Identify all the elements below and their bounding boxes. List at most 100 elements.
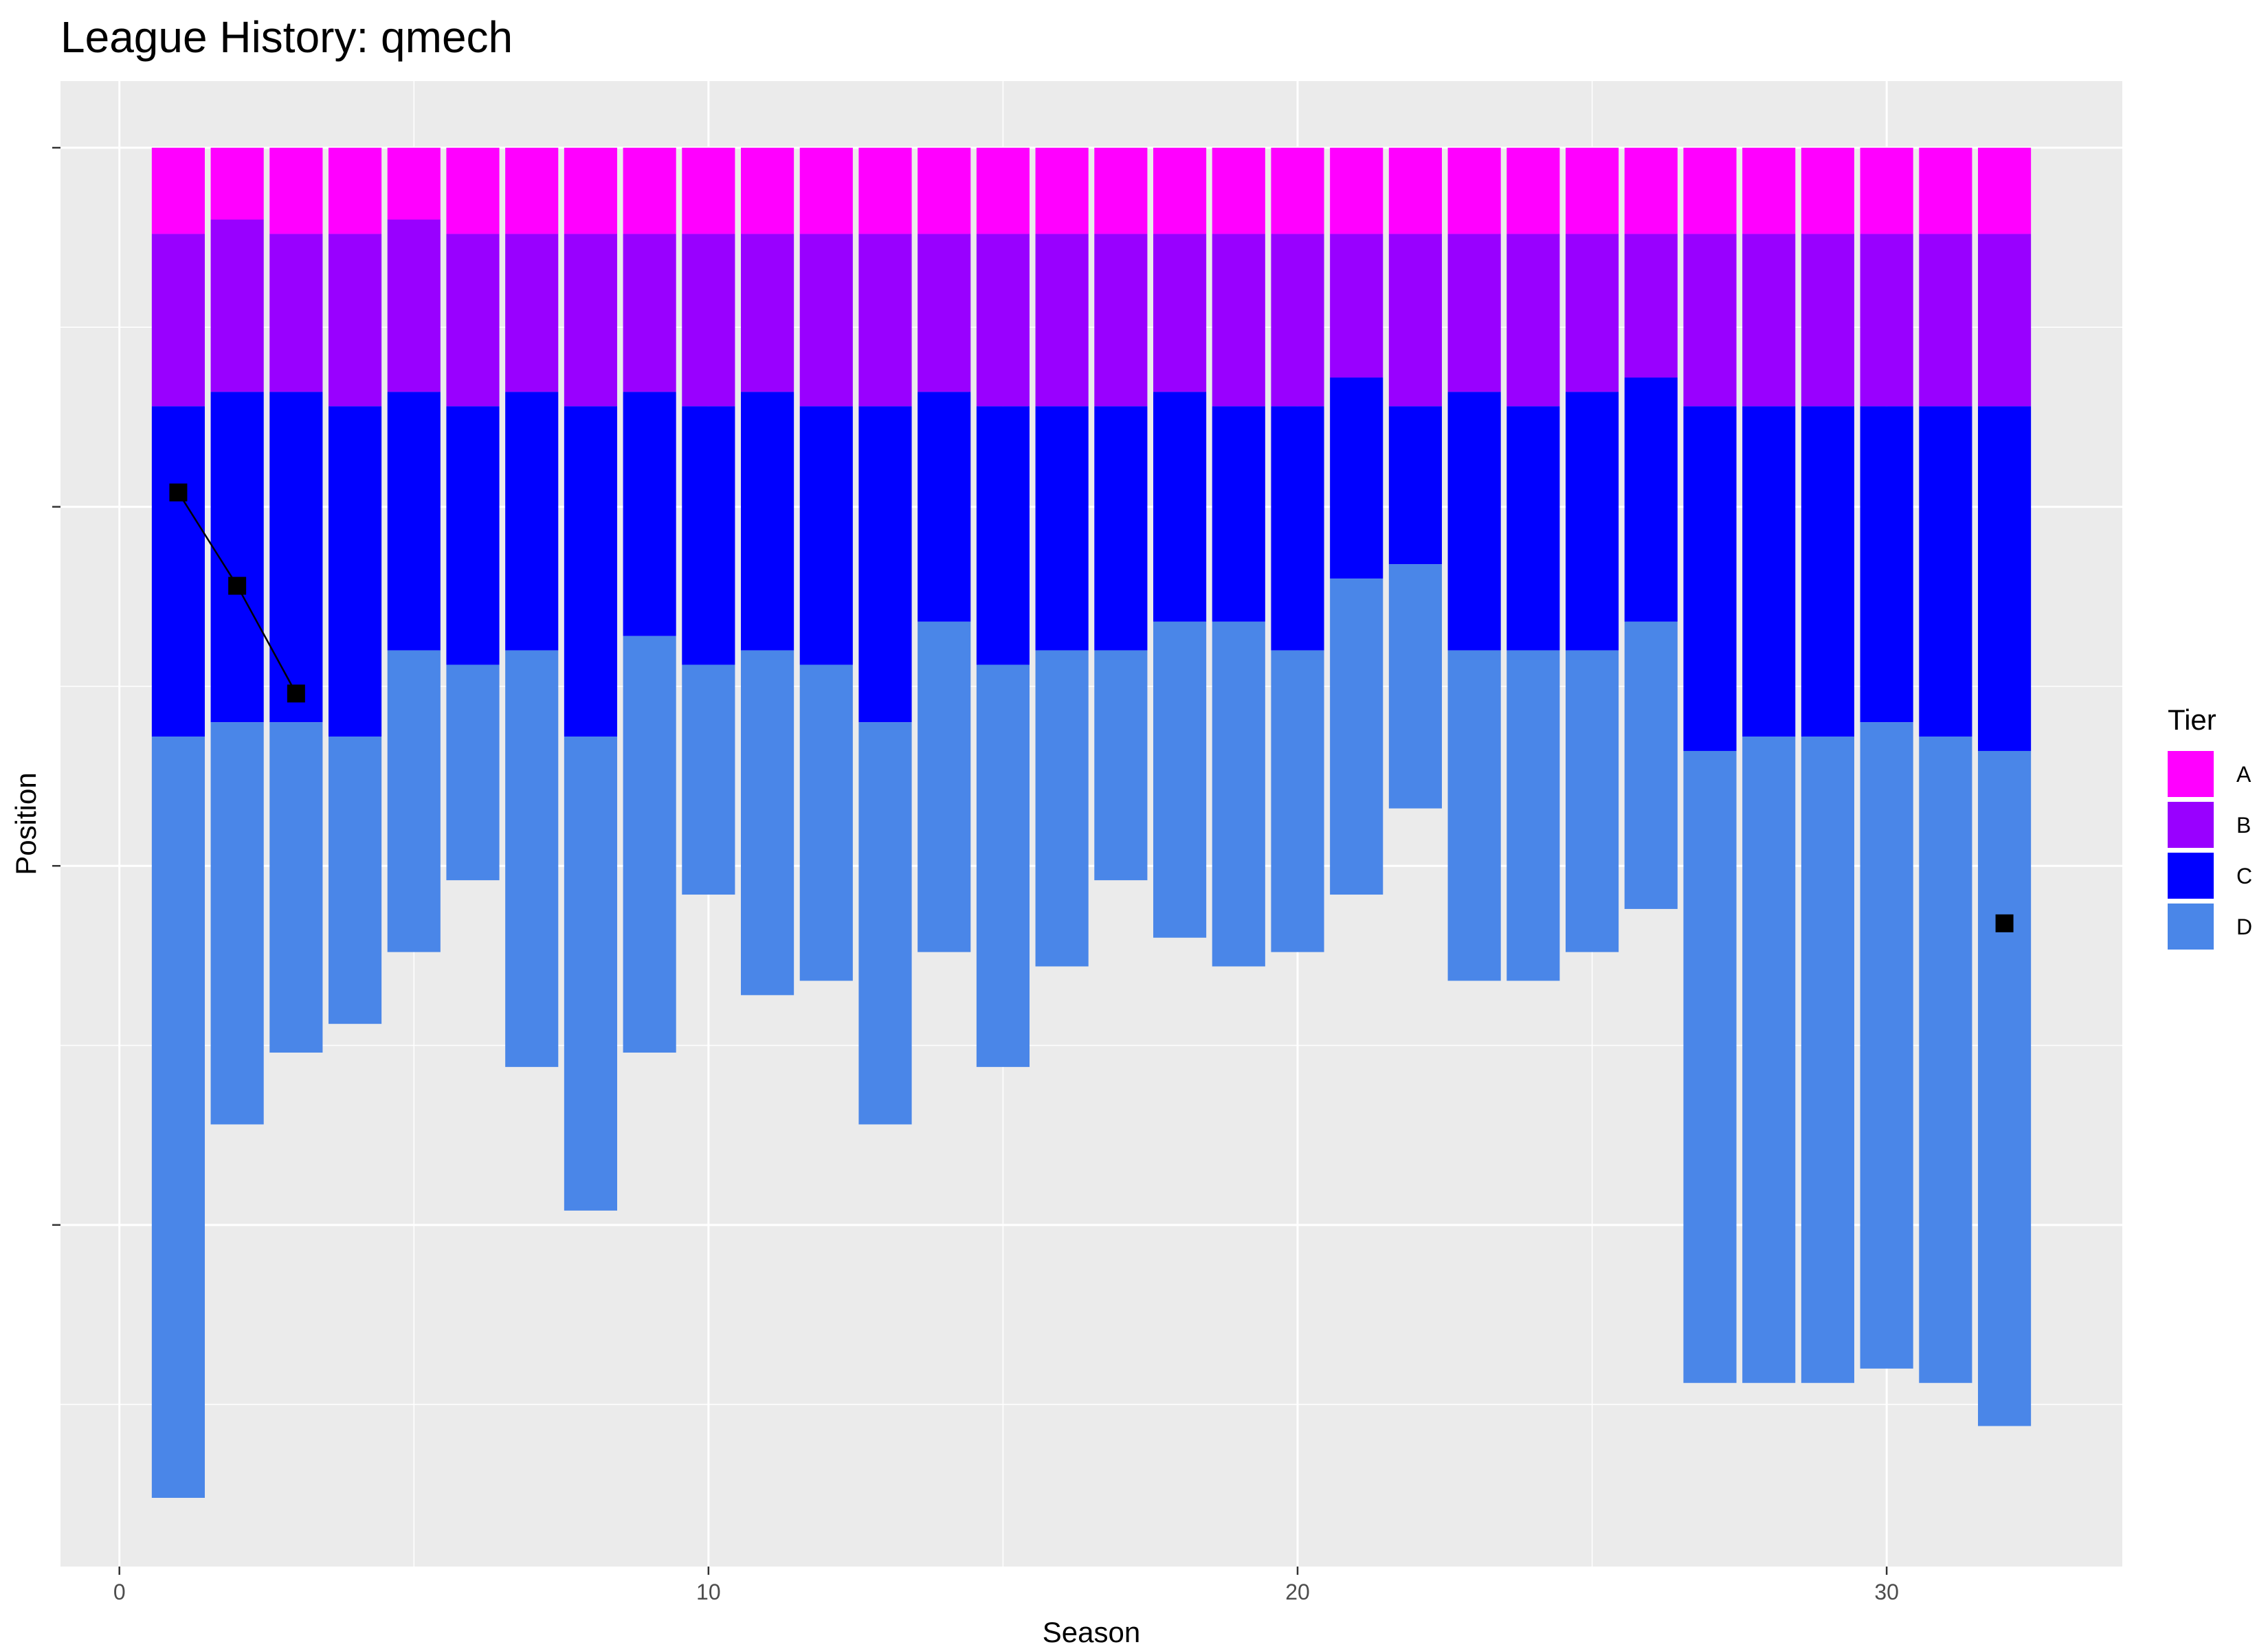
bar-season-25-tier-a [1566, 148, 1619, 234]
bar-season-13-tier-c [858, 406, 912, 723]
bar-season-18-tier-a [1153, 148, 1207, 234]
bar-season-12-tier-c [799, 406, 853, 665]
bar-season-31-tier-c [1919, 406, 1972, 737]
bar-season-23-tier-d [1447, 650, 1501, 981]
position-point-season-2 [228, 576, 247, 595]
legend-label-a: A [2236, 762, 2252, 787]
y-axis-title: Position [10, 772, 42, 875]
bar-season-22-tier-a [1388, 148, 1442, 234]
bar-season-24-tier-b [1507, 234, 1560, 407]
bar-season-1-tier-c [151, 406, 205, 737]
bar-season-3-tier-d [269, 722, 323, 1053]
bar-season-8-tier-c [564, 406, 617, 737]
bar-season-21-tier-c [1330, 377, 1383, 579]
bar-season-1-tier-a [151, 148, 205, 234]
bar-season-9-tier-c [623, 392, 676, 636]
bar-season-14-tier-b [918, 234, 971, 392]
x-tick-labels: 0 10 20 30 [113, 1580, 1899, 1604]
bar-season-4-tier-c [329, 406, 382, 737]
bar-season-1-tier-b [151, 234, 205, 407]
position-point-season-1 [169, 483, 188, 502]
bar-season-11-tier-d [741, 650, 794, 996]
bar-season-19-tier-a [1212, 148, 1265, 234]
tier-bars [151, 148, 2032, 1498]
bar-season-27-tier-d [1683, 750, 1737, 1383]
bar-season-27-tier-b [1683, 234, 1737, 407]
x-tick-label: 0 [113, 1580, 126, 1604]
legend-label-b: B [2236, 813, 2251, 838]
bar-season-11-tier-c [741, 392, 794, 651]
bar-season-6-tier-d [446, 664, 500, 881]
bar-season-2-tier-b [210, 219, 264, 392]
bar-season-12-tier-a [799, 148, 853, 234]
bar-season-4-tier-d [329, 737, 382, 1024]
bar-season-16-tier-c [1035, 406, 1089, 651]
bar-season-7-tier-d [505, 650, 559, 1067]
bar-season-28-tier-a [1742, 148, 1796, 234]
bar-season-6-tier-a [446, 148, 500, 234]
bar-season-29-tier-a [1801, 148, 1854, 234]
bar-season-20-tier-a [1271, 148, 1324, 234]
bar-season-15-tier-c [976, 406, 1030, 665]
bar-season-21-tier-a [1330, 148, 1383, 234]
bar-season-32-tier-b [1978, 234, 2032, 407]
bar-season-5-tier-d [387, 650, 441, 952]
bar-season-30-tier-d [1860, 722, 1913, 1369]
position-series [169, 483, 2014, 932]
bar-season-18-tier-d [1153, 621, 1207, 938]
bar-season-25-tier-d [1566, 650, 1619, 952]
bar-season-19-tier-d [1212, 621, 1265, 967]
bar-season-29-tier-d [1801, 737, 1854, 1383]
axis-ticks [52, 146, 1888, 1575]
bar-season-8-tier-d [564, 737, 617, 1211]
bar-season-4-tier-b [329, 234, 382, 407]
bar-season-12-tier-b [799, 234, 853, 407]
position-point-season-3 [287, 684, 305, 703]
bar-season-3-tier-a [269, 148, 323, 234]
bar-season-12-tier-d [799, 664, 853, 981]
bar-season-23-tier-c [1447, 392, 1501, 651]
legend-label-d: D [2236, 915, 2252, 939]
legend-swatch-c [2168, 853, 2214, 899]
bar-season-17-tier-c [1094, 406, 1148, 651]
bar-season-28-tier-c [1742, 406, 1796, 737]
bar-season-20-tier-d [1271, 650, 1324, 952]
x-tick-label: 20 [1285, 1580, 1310, 1604]
bar-season-10-tier-d [682, 664, 735, 895]
bar-season-6-tier-b [446, 234, 500, 407]
bar-season-26-tier-c [1624, 377, 1678, 622]
bar-season-26-tier-b [1624, 234, 1678, 378]
bar-season-8-tier-b [564, 234, 617, 407]
bar-season-9-tier-b [623, 234, 676, 392]
bar-season-31-tier-a [1919, 148, 1972, 234]
bar-season-16-tier-b [1035, 234, 1089, 407]
bar-season-25-tier-b [1566, 234, 1619, 392]
bar-season-18-tier-c [1153, 392, 1207, 622]
bar-season-20-tier-c [1271, 406, 1324, 651]
bar-season-17-tier-d [1094, 650, 1148, 881]
bar-season-32-tier-d [1978, 750, 2032, 1426]
legend-swatch-a [2168, 751, 2214, 797]
bar-season-6-tier-c [446, 406, 500, 665]
bar-season-16-tier-a [1035, 148, 1089, 234]
bar-season-13-tier-a [858, 148, 912, 234]
bar-season-10-tier-a [682, 148, 735, 234]
bar-season-27-tier-a [1683, 148, 1737, 234]
bar-season-10-tier-c [682, 406, 735, 665]
legend-title: Tier [2168, 704, 2216, 736]
bar-season-14-tier-a [918, 148, 971, 234]
bar-season-29-tier-b [1801, 234, 1854, 407]
bar-season-9-tier-d [623, 636, 676, 1053]
chart-title: League History: qmech [60, 12, 513, 62]
bar-season-10-tier-b [682, 234, 735, 407]
bar-season-26-tier-a [1624, 148, 1678, 234]
legend-swatch-d [2168, 904, 2214, 950]
bar-season-32-tier-a [1978, 148, 2032, 234]
x-tick-label: 30 [1874, 1580, 1899, 1604]
bar-season-17-tier-a [1094, 148, 1148, 234]
bar-season-15-tier-b [976, 234, 1030, 407]
legend-label-c: C [2236, 864, 2252, 888]
bar-season-24-tier-c [1507, 406, 1560, 651]
bar-season-23-tier-b [1447, 234, 1501, 392]
